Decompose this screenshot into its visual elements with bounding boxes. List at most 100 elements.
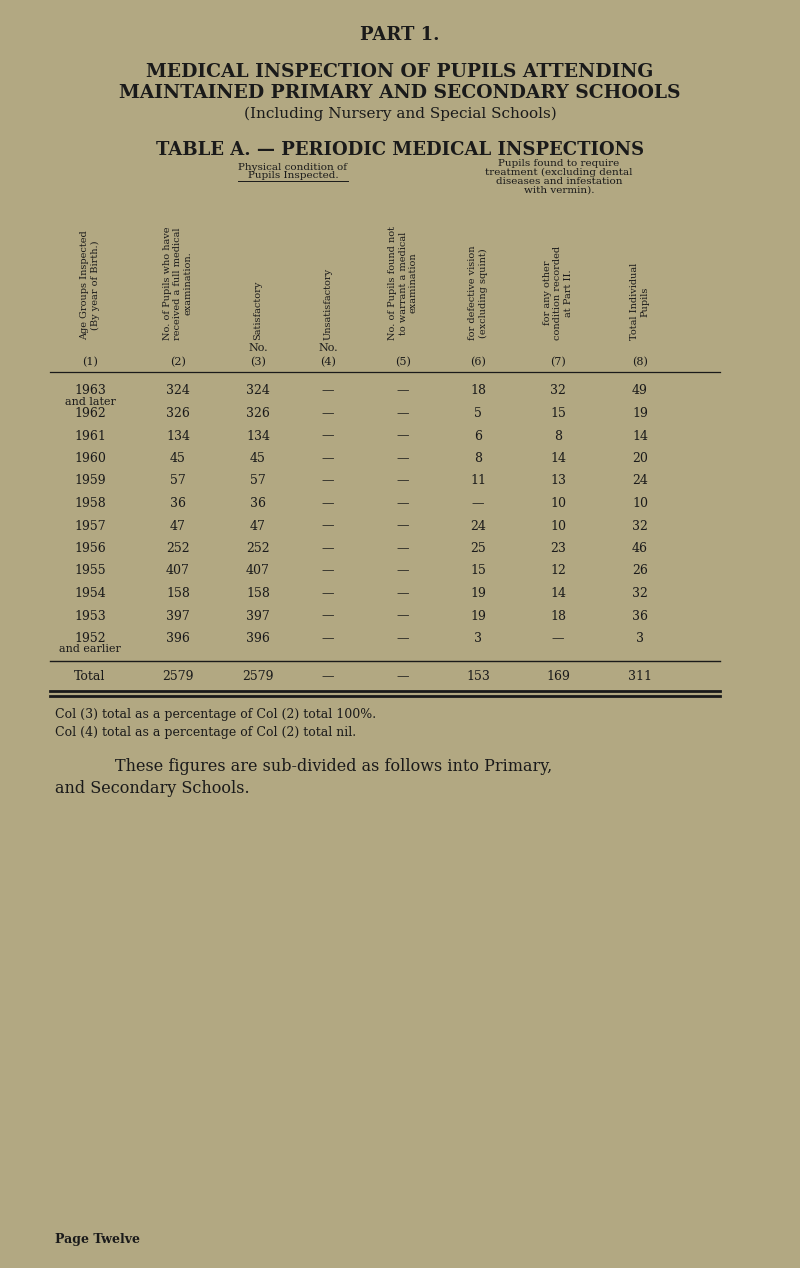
- Text: and earlier: and earlier: [59, 644, 121, 654]
- Text: and Secondary Schools.: and Secondary Schools.: [55, 780, 250, 798]
- Text: 326: 326: [166, 407, 190, 420]
- Text: (1): (1): [82, 356, 98, 368]
- Text: 1958: 1958: [74, 497, 106, 510]
- Text: —: —: [397, 631, 410, 645]
- Text: diseases and infestation: diseases and infestation: [496, 176, 622, 185]
- Text: 407: 407: [166, 564, 190, 577]
- Text: 134: 134: [166, 430, 190, 443]
- Text: 45: 45: [170, 451, 186, 465]
- Text: 1957: 1957: [74, 520, 106, 533]
- Text: 57: 57: [250, 474, 266, 487]
- Text: (7): (7): [550, 356, 566, 368]
- Text: 19: 19: [470, 587, 486, 600]
- Text: 14: 14: [632, 430, 648, 443]
- Text: (5): (5): [395, 356, 411, 368]
- Text: —: —: [397, 407, 410, 420]
- Text: 10: 10: [632, 497, 648, 510]
- Text: 19: 19: [470, 610, 486, 623]
- Text: —: —: [397, 451, 410, 465]
- Text: —: —: [322, 520, 334, 533]
- Text: —: —: [322, 670, 334, 683]
- Text: 8: 8: [474, 451, 482, 465]
- Text: Satisfactory: Satisfactory: [254, 280, 262, 340]
- Text: No. of Pupils found not
to warrant a medical
examination: No. of Pupils found not to warrant a med…: [388, 226, 418, 340]
- Text: 3: 3: [636, 631, 644, 645]
- Text: treatment (excluding dental: treatment (excluding dental: [486, 167, 633, 176]
- Text: 407: 407: [246, 564, 270, 577]
- Text: —: —: [322, 587, 334, 600]
- Text: (2): (2): [170, 356, 186, 368]
- Text: 169: 169: [546, 670, 570, 683]
- Text: Col (3) total as a percentage of Col (2) total 100%.: Col (3) total as a percentage of Col (2)…: [55, 708, 376, 721]
- Text: —: —: [322, 474, 334, 487]
- Text: 397: 397: [166, 610, 190, 623]
- Text: —: —: [322, 631, 334, 645]
- Text: 10: 10: [550, 497, 566, 510]
- Text: 3: 3: [474, 631, 482, 645]
- Text: 15: 15: [470, 564, 486, 577]
- Text: Age Groups Inspected
(By year of Birth.): Age Groups Inspected (By year of Birth.): [80, 231, 100, 340]
- Text: 324: 324: [166, 384, 190, 397]
- Text: 45: 45: [250, 451, 266, 465]
- Text: —: —: [397, 541, 410, 555]
- Text: (6): (6): [470, 356, 486, 368]
- Text: 24: 24: [632, 474, 648, 487]
- Text: Page Twelve: Page Twelve: [55, 1234, 140, 1246]
- Text: —: —: [552, 631, 564, 645]
- Text: —: —: [322, 497, 334, 510]
- Text: —: —: [397, 610, 410, 623]
- Text: —: —: [397, 474, 410, 487]
- Text: 20: 20: [632, 451, 648, 465]
- Text: 32: 32: [632, 520, 648, 533]
- Text: 8: 8: [554, 430, 562, 443]
- Text: 1962: 1962: [74, 407, 106, 420]
- Text: 1963: 1963: [74, 384, 106, 397]
- Text: 1954: 1954: [74, 587, 106, 600]
- Text: 36: 36: [632, 610, 648, 623]
- Text: Total Individual
Pupils: Total Individual Pupils: [630, 262, 650, 340]
- Text: 11: 11: [470, 474, 486, 487]
- Text: 57: 57: [170, 474, 186, 487]
- Text: —: —: [397, 670, 410, 683]
- Text: MEDICAL INSPECTION OF PUPILS ATTENDING: MEDICAL INSPECTION OF PUPILS ATTENDING: [146, 63, 654, 81]
- Text: Unsatisfactory: Unsatisfactory: [323, 268, 333, 340]
- Text: PART 1.: PART 1.: [360, 27, 440, 44]
- Text: —: —: [322, 564, 334, 577]
- Text: 36: 36: [170, 497, 186, 510]
- Text: 46: 46: [632, 541, 648, 555]
- Text: 1956: 1956: [74, 541, 106, 555]
- Text: 1959: 1959: [74, 474, 106, 487]
- Text: —: —: [322, 451, 334, 465]
- Text: 12: 12: [550, 564, 566, 577]
- Text: 153: 153: [466, 670, 490, 683]
- Text: —: —: [322, 384, 334, 397]
- Text: —: —: [472, 497, 484, 510]
- Text: 134: 134: [246, 430, 270, 443]
- Text: —: —: [397, 430, 410, 443]
- Text: Physical condition of: Physical condition of: [238, 162, 347, 171]
- Text: (3): (3): [250, 356, 266, 368]
- Text: 6: 6: [474, 430, 482, 443]
- Text: (4): (4): [320, 356, 336, 368]
- Text: 326: 326: [246, 407, 270, 420]
- Text: —: —: [322, 610, 334, 623]
- Text: —: —: [397, 587, 410, 600]
- Text: 36: 36: [250, 497, 266, 510]
- Text: 1955: 1955: [74, 564, 106, 577]
- Text: —: —: [397, 564, 410, 577]
- Text: 23: 23: [550, 541, 566, 555]
- Text: 32: 32: [550, 384, 566, 397]
- Text: 324: 324: [246, 384, 270, 397]
- Text: —: —: [322, 541, 334, 555]
- Text: TABLE A. — PERIODIC MEDICAL INSPECTIONS: TABLE A. — PERIODIC MEDICAL INSPECTIONS: [156, 141, 644, 158]
- Text: —: —: [322, 407, 334, 420]
- Text: 10: 10: [550, 520, 566, 533]
- Text: 1960: 1960: [74, 451, 106, 465]
- Text: 49: 49: [632, 384, 648, 397]
- Text: —: —: [397, 384, 410, 397]
- Text: 396: 396: [166, 631, 190, 645]
- Text: 47: 47: [250, 520, 266, 533]
- Text: 18: 18: [550, 610, 566, 623]
- Text: Pupils found to require: Pupils found to require: [498, 158, 620, 167]
- Text: —: —: [397, 520, 410, 533]
